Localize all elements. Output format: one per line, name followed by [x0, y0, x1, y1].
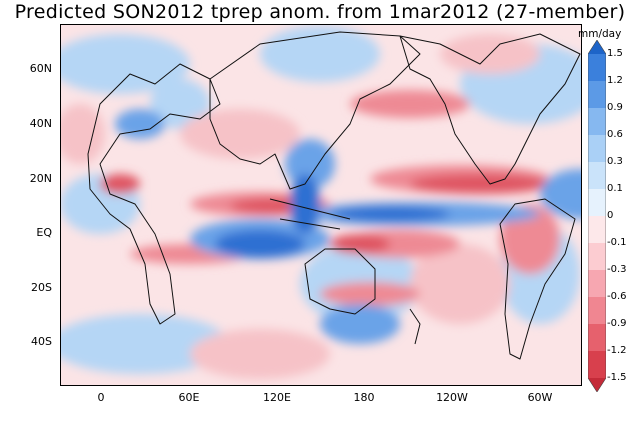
anomaly-patch: [350, 90, 470, 118]
colorbar: [588, 40, 606, 392]
map-title: Predicted SON2012 tprep anom. from 1mar2…: [14, 1, 626, 23]
anomaly-patch: [180, 109, 300, 159]
colorbar-segment: [588, 243, 606, 271]
lon-label: 60E: [178, 391, 200, 404]
anomaly-patch: [320, 282, 420, 306]
colorbar-tick-label: -0.9: [607, 318, 627, 329]
colorbar-tick-label: 0.3: [607, 156, 623, 167]
anomaly-patch: [540, 169, 582, 219]
colorbar-tick-label: -0.6: [607, 291, 627, 302]
lon-label: 120E: [263, 391, 291, 404]
colorbar-tick-label: -0.3: [607, 264, 627, 275]
colorbar-tick-label: -1.2: [607, 345, 627, 356]
lat-label: 20N: [29, 172, 52, 185]
colorbar-segment: [588, 135, 606, 163]
coastline-south-america: [499, 198, 576, 360]
colorbar-segment: [588, 324, 606, 352]
anomaly-patch: [500, 204, 560, 274]
colorbar-tick-label: 0: [607, 210, 614, 221]
map-frame: [60, 24, 582, 386]
lon-label: 180: [353, 391, 375, 404]
lat-label: 40N: [29, 117, 52, 130]
colorbar-segment: [588, 162, 606, 190]
coastlines: [87, 31, 581, 360]
anomaly-patch: [260, 26, 380, 82]
colorbar-segment: [588, 351, 606, 379]
colorbar-tick-label: 1.5: [607, 48, 623, 59]
coastline-australia: [304, 248, 376, 315]
colorbar-segment: [588, 189, 606, 217]
anomaly-patch: [285, 139, 335, 189]
lon-label: 0: [97, 391, 105, 404]
lat-label: 40S: [31, 335, 52, 348]
anomaly-patch: [150, 79, 210, 129]
coastline-africa-europe: [87, 63, 221, 325]
precipitation-anomaly-map: [60, 24, 582, 386]
colorbar-segment: [588, 216, 606, 244]
anomaly-patch: [410, 244, 510, 324]
colorbar-tick-label: 1.2: [607, 75, 623, 86]
anomaly-patch: [290, 174, 320, 234]
colorbar-segment: [588, 297, 606, 325]
colorbar-tick-label: -0.1: [607, 237, 627, 248]
colorbar-segment: [588, 270, 606, 298]
anomaly-patch: [330, 234, 390, 254]
lon-label: 60W: [527, 391, 553, 404]
colorbar-tick-label: 0.9: [607, 102, 623, 113]
anomaly-patch: [60, 314, 230, 374]
anomaly-patch: [320, 304, 400, 344]
anomaly-patch: [215, 230, 305, 258]
colorbar-bottom-arrow: [588, 378, 606, 392]
anomaly-patch: [190, 329, 330, 379]
colorbar-segment: [588, 81, 606, 109]
coastline-north-america: [399, 33, 581, 185]
coastline-asia: [209, 31, 421, 190]
colorbar-top-arrow: [588, 40, 606, 54]
coastline-new-zealand: [409, 308, 421, 345]
anomaly-patch: [115, 109, 165, 139]
anomaly-patch: [60, 104, 105, 164]
colorbar-units: mm/day: [578, 28, 622, 40]
lat-label: 20S: [31, 281, 52, 294]
colorbar-tick-label: -1.5: [607, 372, 627, 383]
lat-label: 60N: [29, 62, 52, 75]
colorbar-segments: [588, 40, 606, 392]
lat-label: EQ: [36, 226, 52, 239]
lon-label: 120W: [436, 391, 468, 404]
colorbar-segment: [588, 108, 606, 136]
colorbar-tick-label: 0.6: [607, 129, 623, 140]
anomaly-patch: [410, 174, 550, 194]
anomaly-patch: [60, 34, 190, 94]
anomaly-patch: [100, 174, 140, 194]
anomaly-patch: [330, 206, 450, 222]
coastline-indonesia: [269, 198, 351, 230]
colorbar-tick-label: 0.1: [607, 183, 623, 194]
colorbar-segment: [588, 54, 606, 82]
